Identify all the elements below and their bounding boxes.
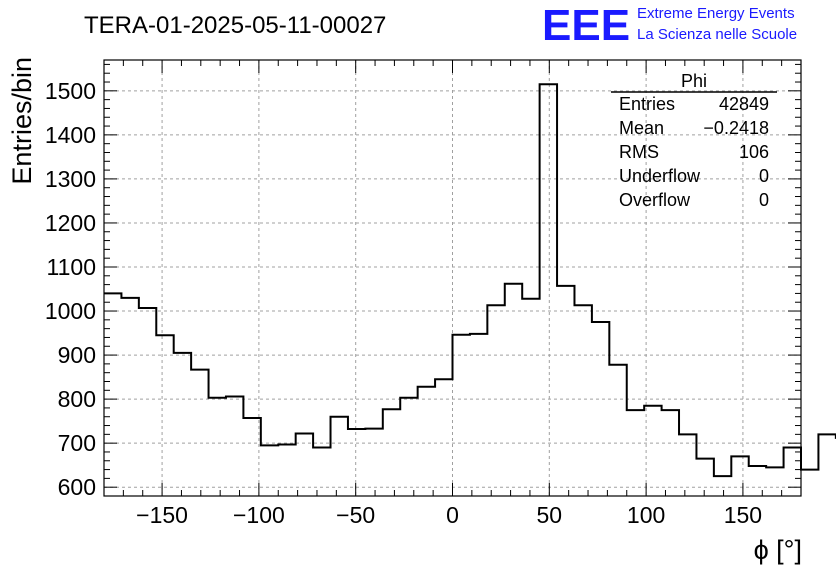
eee-logo: EEE Extreme Energy Events La Scienza nel… [542,1,797,50]
stats-label: Overflow [619,190,691,210]
x-tick-label: 50 [537,502,563,528]
logo-line2: La Scienza nelle Scuole [637,26,797,43]
y-tick-label: 1400 [45,122,96,148]
stats-value: 0 [759,166,769,186]
x-tick-label: 0 [446,502,459,528]
x-tick-label: −50 [336,502,375,528]
y-tick-label: 1000 [45,298,96,324]
axis-ticks [104,60,801,496]
histogram-series [104,83,836,478]
stats-label: Mean [619,118,664,138]
stats-label: RMS [619,142,659,162]
stats-name: Phi [681,71,707,91]
stats-value: 106 [739,142,769,162]
y-tick-label: 600 [58,474,96,500]
y-tick-label: 700 [58,430,96,456]
stats-label: Underflow [619,166,701,186]
logo-line1: Extreme Energy Events [637,5,795,22]
stats-rows: Entries 42849 Mean −0.2418 RMS 106 Underflow 0 O… [619,94,769,210]
x-tick-label: −100 [233,502,285,528]
x-tick-labels: −150 −100 −50 0 50 100 150 [136,502,762,528]
stats-value: 42849 [719,94,769,114]
y-tick-label: 1300 [45,166,96,192]
x-tick-label: 150 [724,502,762,528]
y-tick-labels: 600 700 800 900 1000 1100 1200 1300 1400 1500 [45,78,96,500]
y-axis-title: Entries/bin [7,57,37,185]
stats-box: Phi Entries 42849 Mean −0.2418 RMS 106 Underfl… [611,71,777,210]
grid [104,60,801,496]
stats-value: 0 [759,190,769,210]
x-axis-title: ϕ [°] [754,535,802,565]
y-tick-label: 1100 [47,254,96,280]
y-tick-label: 900 [58,342,96,368]
y-tick-label: 1500 [45,78,96,104]
stats-label: Entries [619,94,675,114]
x-tick-label: −150 [136,502,188,528]
y-tick-label: 1200 [45,210,96,236]
logo-text: EEE [542,1,630,50]
x-tick-label: 100 [627,502,665,528]
y-tick-label: 800 [58,386,96,412]
chart-title: TERA-01-2025-05-11-00027 [84,12,386,39]
stats-value: −0.2418 [703,118,769,138]
